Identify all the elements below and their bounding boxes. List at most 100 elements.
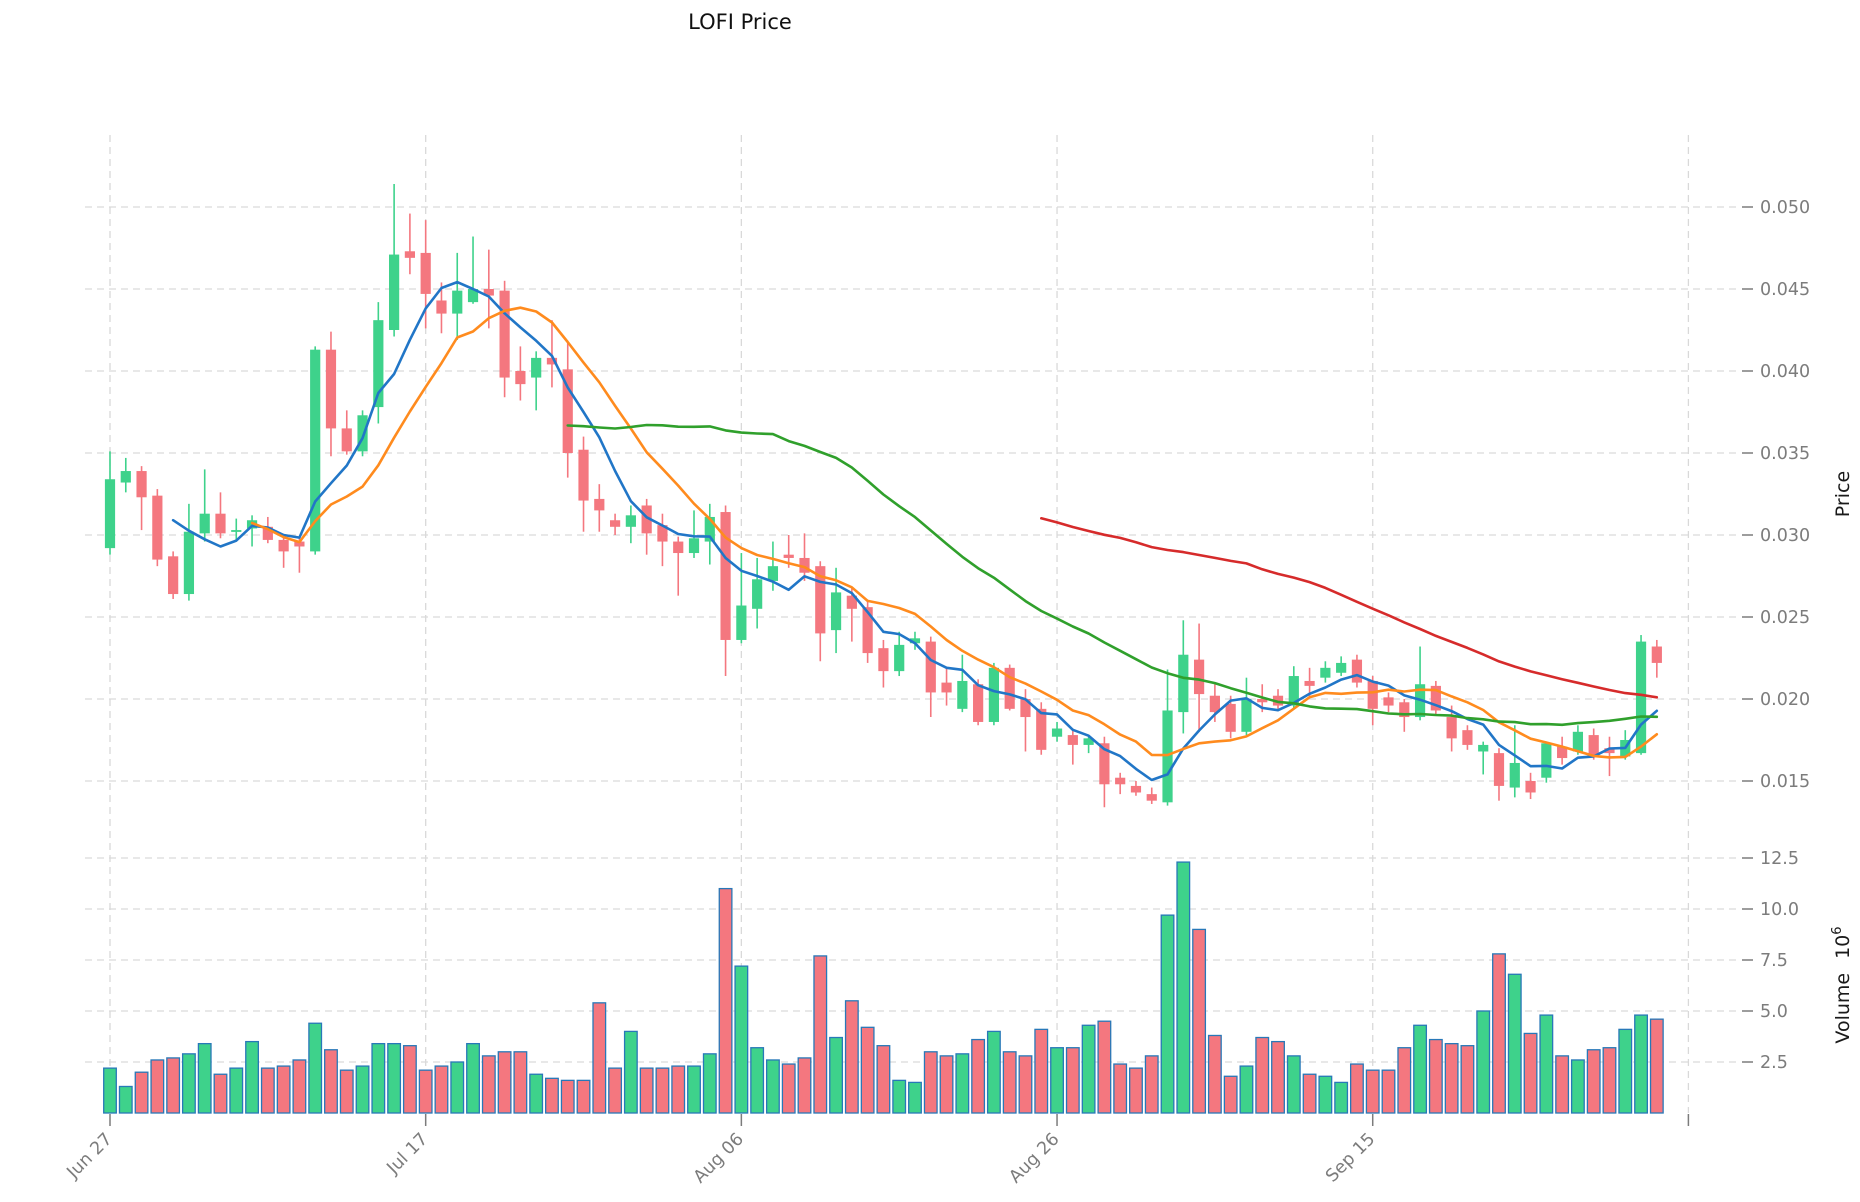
candle-body bbox=[609, 520, 621, 527]
candle-body bbox=[1146, 794, 1157, 801]
volume-bar bbox=[923, 1051, 938, 1114]
candle-body bbox=[199, 513, 210, 534]
volume-bar bbox=[1634, 1014, 1648, 1114]
volume-bar bbox=[308, 1022, 323, 1114]
volume-bar bbox=[166, 1057, 181, 1114]
candle-body bbox=[436, 300, 447, 314]
x-tick-label: Sep 15 bbox=[1322, 1129, 1379, 1186]
candle-body bbox=[673, 541, 684, 554]
candle-body bbox=[483, 289, 494, 296]
candle-body bbox=[1320, 667, 1331, 678]
volume-bar bbox=[1129, 1067, 1143, 1114]
candle-body bbox=[1336, 662, 1347, 673]
candle-body bbox=[452, 290, 463, 314]
volume-bar bbox=[339, 1069, 354, 1114]
volume-bar bbox=[1207, 1034, 1222, 1114]
volume-bar bbox=[371, 1042, 386, 1114]
volume-bar bbox=[1239, 1065, 1254, 1114]
volume-bar bbox=[1507, 973, 1522, 1114]
volume-bar bbox=[434, 1065, 449, 1114]
volume-bar bbox=[1492, 953, 1506, 1114]
volume-bar bbox=[971, 1038, 986, 1114]
volume-bar bbox=[908, 1081, 922, 1114]
volume-tick-label: 12.5 bbox=[1760, 849, 1799, 869]
candle-body bbox=[1588, 735, 1599, 757]
candle-body bbox=[499, 290, 510, 378]
candle-body bbox=[1525, 781, 1536, 793]
candle-body bbox=[1115, 777, 1126, 785]
x-tick-label: Aug 06 bbox=[690, 1129, 748, 1187]
candle-body bbox=[578, 449, 589, 501]
price-tick-label: 0.045 bbox=[1760, 280, 1810, 300]
volume-bar bbox=[813, 955, 828, 1114]
candle-body bbox=[736, 605, 747, 640]
candle-body bbox=[1257, 699, 1268, 703]
volume-bar bbox=[687, 1065, 701, 1114]
volume-bar bbox=[1586, 1049, 1601, 1114]
candle-body bbox=[1635, 641, 1647, 754]
volume-bar bbox=[797, 1057, 812, 1114]
volume-bar bbox=[734, 965, 749, 1114]
volume-bar bbox=[1050, 1047, 1064, 1114]
volume-bar bbox=[1539, 1014, 1554, 1114]
candle-body bbox=[878, 648, 889, 672]
candle-body bbox=[515, 371, 526, 385]
volume-bar bbox=[292, 1059, 307, 1114]
candle-body bbox=[1367, 680, 1378, 709]
chart-layers: 0.050 0.045 0.040 0.035 0.030 0.025 0.020 0.015… bbox=[63, 135, 1810, 1187]
moving-average-line-ma_orange bbox=[250, 306, 1659, 759]
volume-bar bbox=[1113, 1063, 1128, 1114]
candle-body bbox=[1193, 659, 1205, 695]
x-tick-label: Aug 26 bbox=[1006, 1129, 1064, 1187]
volume-tick-label: 10.0 bbox=[1760, 900, 1799, 920]
volume-bar bbox=[1523, 1032, 1538, 1114]
volume-bar bbox=[1160, 914, 1175, 1114]
candle-body bbox=[783, 554, 794, 558]
volume-bar bbox=[418, 1069, 433, 1114]
volume-bar bbox=[1334, 1081, 1349, 1114]
candle-body bbox=[1383, 697, 1394, 706]
price-axis-label: Price bbox=[1832, 471, 1854, 517]
volume-bar bbox=[1144, 1055, 1159, 1114]
candle-body bbox=[1130, 785, 1142, 793]
candle-body bbox=[862, 607, 873, 654]
candle-body bbox=[467, 289, 479, 303]
volume-bar bbox=[608, 1067, 623, 1114]
chart-title: LOFI Price bbox=[688, 10, 792, 34]
volume-bar bbox=[1365, 1069, 1380, 1114]
candle-body bbox=[799, 557, 810, 573]
volume-bar bbox=[1255, 1036, 1270, 1114]
volume-bar bbox=[1444, 1042, 1459, 1114]
volume-bar bbox=[1618, 1028, 1633, 1114]
volume-axis-label-factor: 10 bbox=[1832, 935, 1854, 959]
candle-body bbox=[373, 320, 384, 408]
candle-body bbox=[1051, 728, 1063, 737]
volume-bar bbox=[1286, 1055, 1301, 1114]
moving-average-line-ma_blue bbox=[171, 280, 1659, 782]
price-tick-label: 0.035 bbox=[1760, 444, 1810, 464]
volume-bar bbox=[1460, 1045, 1475, 1114]
candle-body bbox=[1399, 702, 1410, 718]
volume-bar bbox=[1555, 1055, 1570, 1114]
candle-body bbox=[657, 525, 668, 542]
volume-bar bbox=[623, 1030, 638, 1114]
candle-body bbox=[310, 349, 321, 552]
volume-tick-label: 7.5 bbox=[1760, 951, 1788, 971]
candle-body bbox=[1509, 762, 1520, 788]
candle-body bbox=[973, 684, 984, 722]
volume-bar bbox=[639, 1067, 654, 1114]
candle-body bbox=[1304, 680, 1315, 686]
volume-bar bbox=[245, 1040, 260, 1114]
volume-bar bbox=[1602, 1047, 1617, 1114]
volume-bar bbox=[466, 1042, 480, 1114]
candle-body bbox=[168, 556, 179, 595]
candle-body bbox=[278, 539, 289, 552]
volume-bar bbox=[229, 1067, 244, 1114]
candle-body bbox=[815, 566, 826, 634]
candle-body bbox=[1651, 646, 1662, 663]
candle-body bbox=[957, 680, 968, 709]
volume-bar bbox=[592, 1002, 607, 1114]
candle-body bbox=[294, 541, 305, 547]
candle-body bbox=[641, 505, 652, 534]
volume-bar bbox=[702, 1053, 717, 1114]
